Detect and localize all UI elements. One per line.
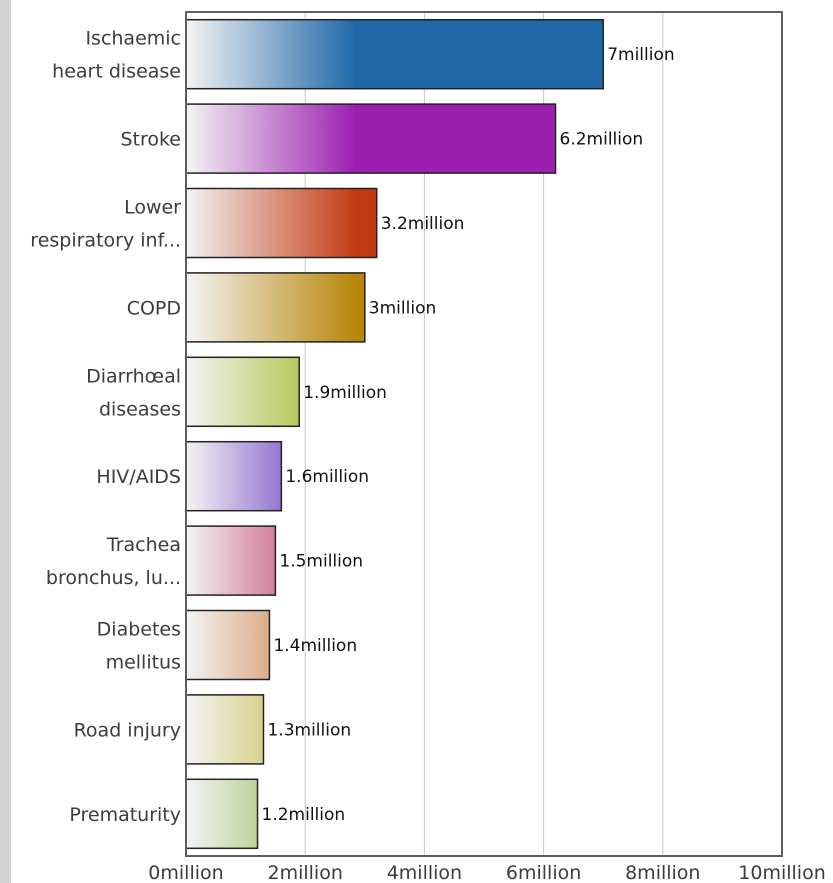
x-tick-label: 10million	[738, 862, 825, 883]
bar-value-label: 1.2million	[262, 805, 346, 825]
x-tick-label: 8million	[625, 862, 700, 883]
x-axis-tick-labels: 0million 2million 4million 6million 8million…	[148, 862, 825, 883]
category-label: Prematurity	[69, 804, 181, 826]
bar-value-label: 1.4million	[273, 636, 357, 656]
value-labels: 7million 6.2million 3.2million 3million 1.9m…	[262, 45, 675, 825]
bar-value-label: 3.2million	[381, 214, 465, 234]
category-label: Lower	[124, 197, 181, 219]
category-label: respiratory inf...	[30, 230, 181, 252]
category-label: Stroke	[120, 129, 181, 151]
plot-frame	[185, 11, 783, 857]
category-label: Road injury	[74, 719, 181, 741]
category-label: COPD	[127, 297, 181, 319]
category-label: Ischaemic	[85, 28, 181, 50]
bar-value-label: 6.2million	[560, 130, 644, 150]
bar	[185, 272, 366, 343]
category-label: HIV/AIDS	[96, 466, 181, 488]
bar-value-label: 1.5million	[279, 552, 363, 572]
category-label: heart disease	[52, 61, 181, 83]
bar	[185, 187, 378, 259]
bar	[185, 440, 283, 512]
category-label: bronchus, lu...	[46, 567, 181, 589]
bar	[185, 356, 300, 428]
category-label: diseases	[99, 398, 181, 420]
bar	[185, 778, 259, 850]
x-tick-label: 4million	[387, 862, 462, 883]
bar-value-label: 1.3million	[267, 720, 351, 740]
category-label: Diabetes	[97, 619, 181, 641]
bar-value-label: 7million	[607, 45, 674, 65]
x-tick-label: 6million	[506, 862, 581, 883]
category-label: Trachea	[106, 534, 181, 556]
bar-value-label: 3million	[369, 298, 436, 318]
category-label: Diarrhœal	[86, 365, 181, 387]
left-border-strip	[0, 0, 11, 883]
bar	[185, 103, 557, 174]
bar-value-label: 1.6million	[285, 467, 369, 487]
bar-value-label: 1.9million	[303, 383, 387, 403]
x-tick-label: 0million	[148, 862, 223, 883]
bar	[185, 609, 271, 681]
bar	[185, 694, 265, 765]
bar	[185, 525, 277, 596]
category-labels: Ischaemic heart disease Stroke Lower respira…	[30, 28, 181, 826]
bar	[185, 18, 604, 90]
x-tick-label: 2million	[268, 862, 343, 883]
category-label: mellitus	[106, 652, 181, 674]
bars	[185, 18, 604, 850]
